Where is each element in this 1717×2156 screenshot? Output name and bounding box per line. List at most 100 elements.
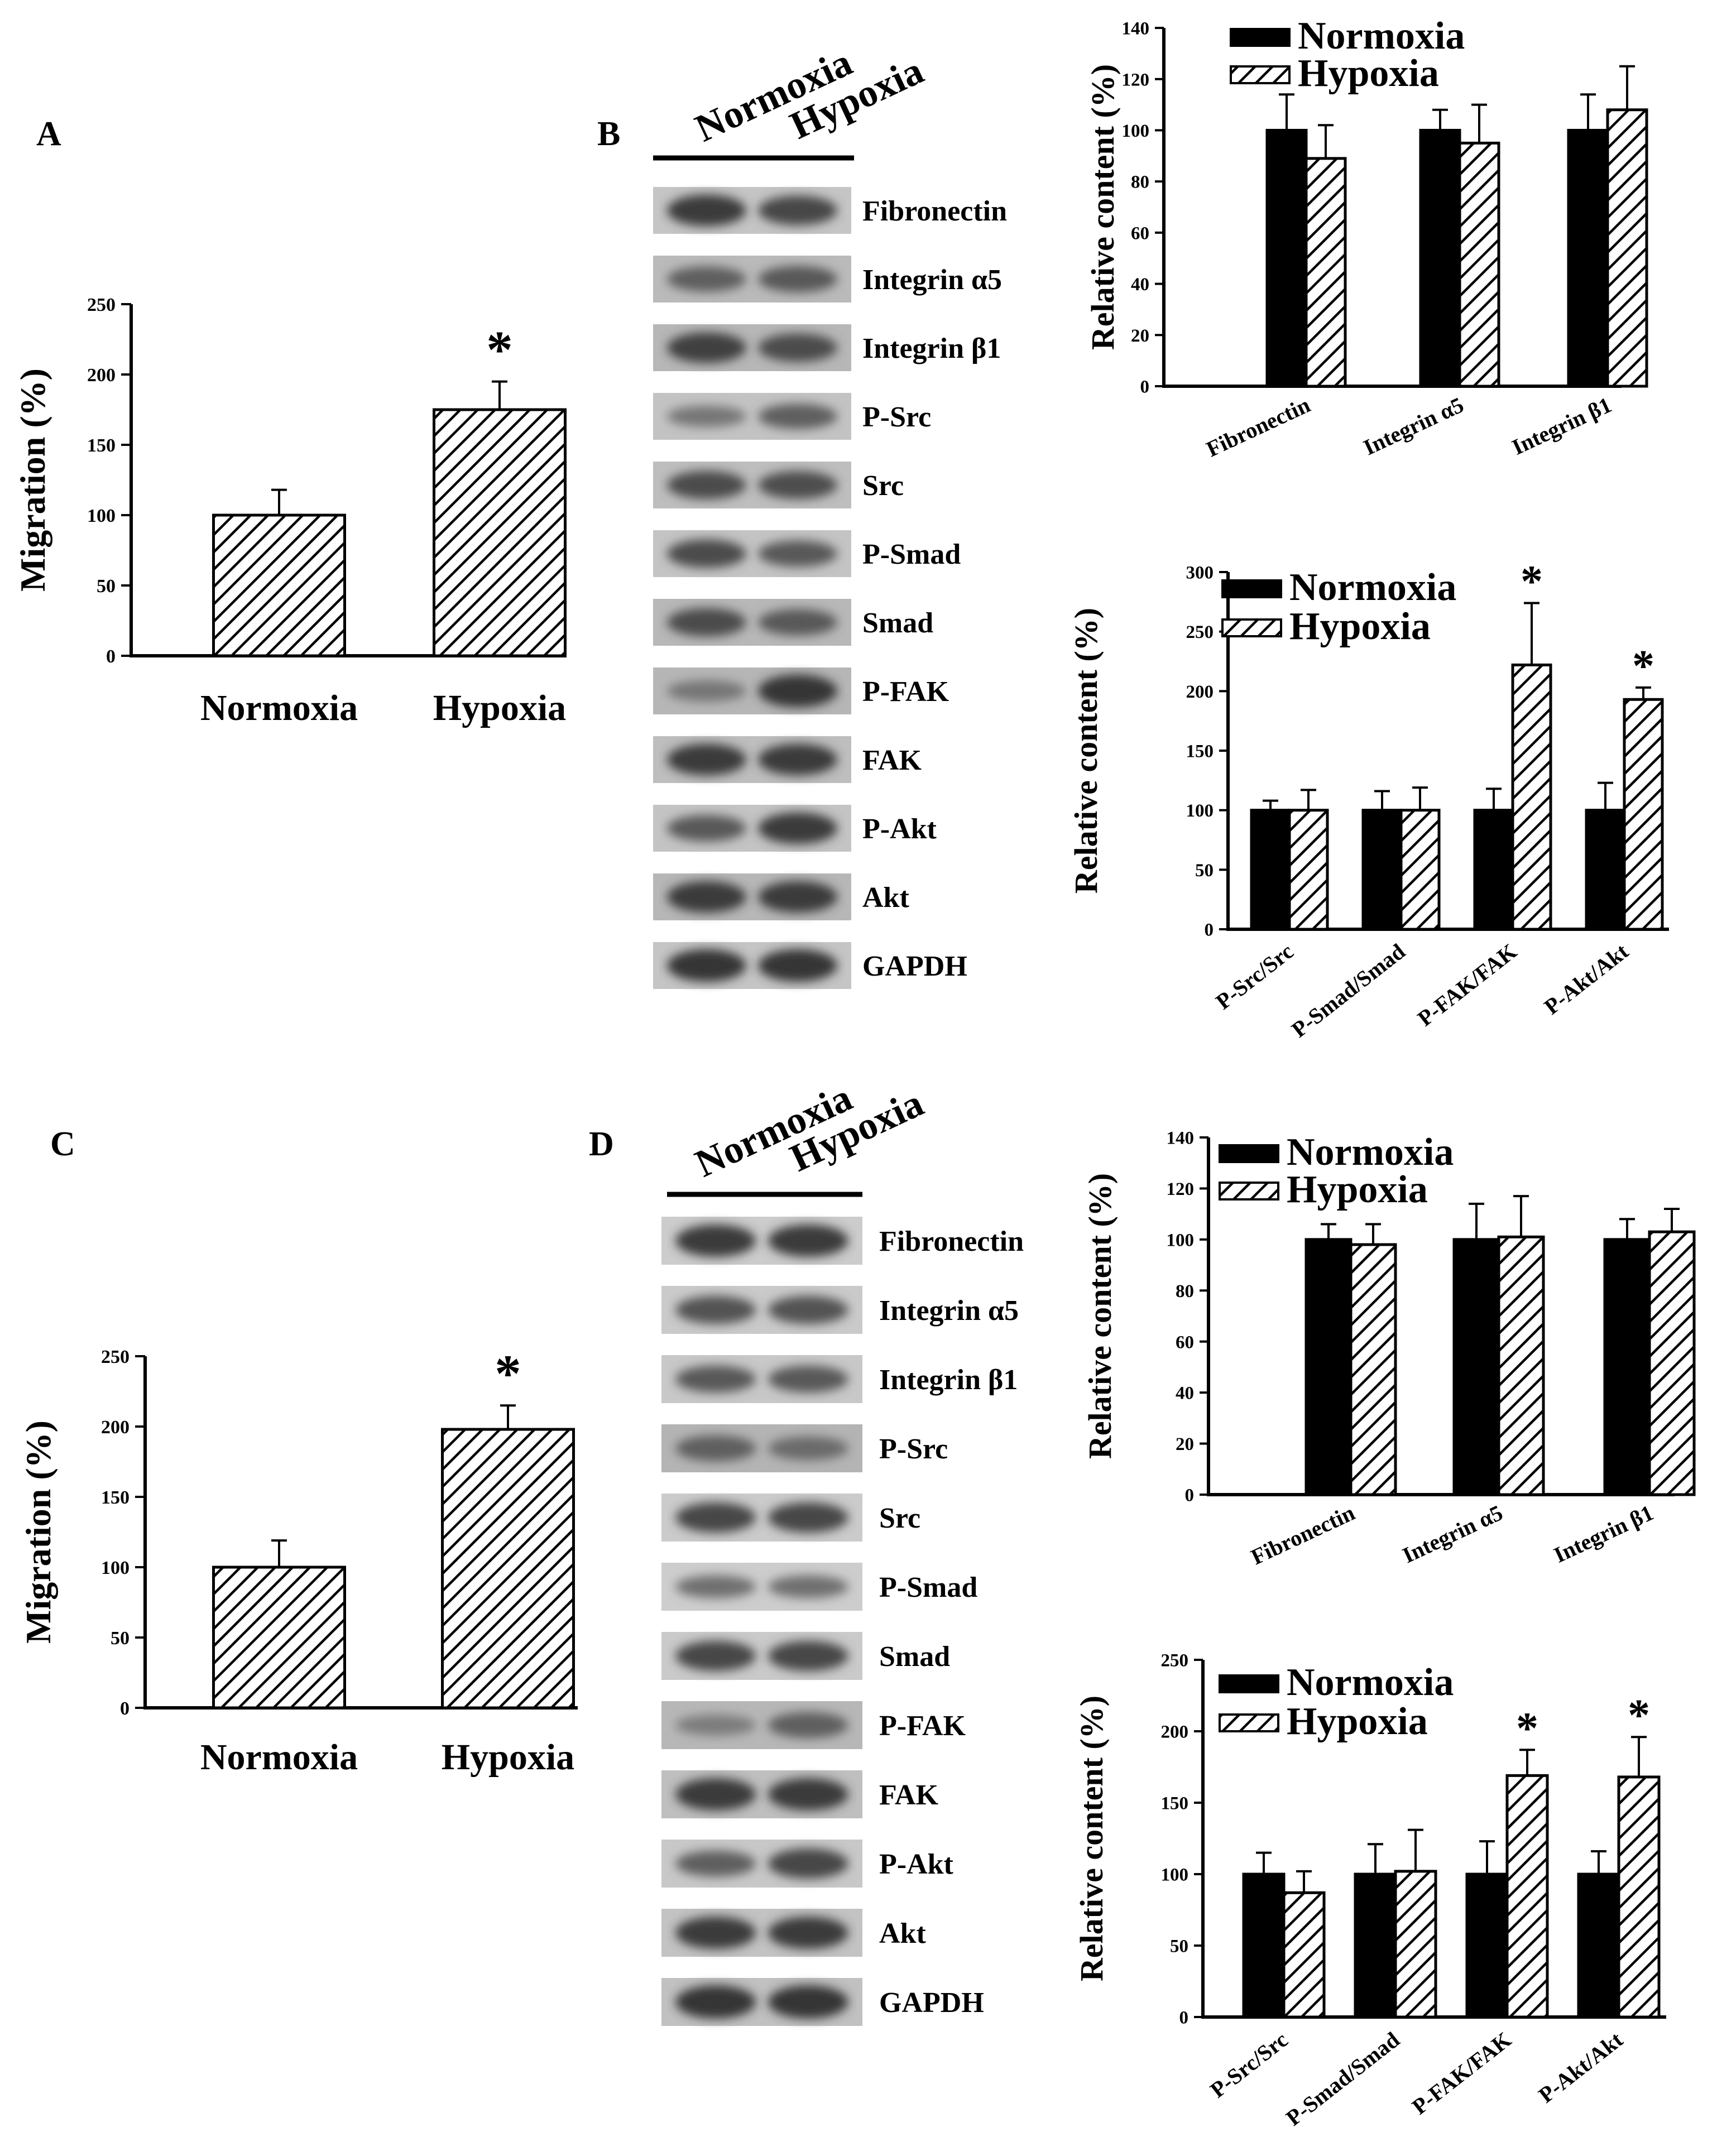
blot-band [675, 1778, 756, 1811]
category-label: P-Src/Src [1205, 2027, 1292, 2103]
blot-row-label: Smad [862, 607, 933, 639]
bar [1251, 810, 1289, 929]
blot-band [768, 1366, 848, 1393]
bar [1355, 1874, 1395, 2017]
y-tick-label: 300 [1186, 563, 1214, 583]
bar [1608, 110, 1647, 386]
bar [1454, 1240, 1499, 1495]
panel-letter-a: A [36, 115, 61, 153]
legend-swatch-normoxia [1220, 1145, 1278, 1162]
category-label: P-Akt/Akt [1534, 2027, 1628, 2107]
bar [1244, 1874, 1284, 2017]
significance-star: * [1628, 1691, 1650, 1740]
y-tick-label: 0 [1179, 2008, 1189, 2028]
blot-row-label: Integrin β1 [879, 1364, 1018, 1396]
y-tick-label: 0 [120, 1698, 130, 1719]
blot-row-label: Smad [879, 1641, 950, 1673]
blot-band [758, 540, 837, 566]
blot-row-label: Fibronectin [879, 1226, 1024, 1257]
bar [1619, 1777, 1659, 2017]
blot-row-label: Fibronectin [862, 195, 1007, 227]
blot-band [768, 1502, 848, 1533]
significance-star: * [486, 320, 513, 380]
blot-row-label: Src [862, 470, 904, 502]
blot-row-label: P-FAK [862, 676, 949, 708]
blot-d: NormoxiaHypoxiaFibronectinIntegrin α5Int… [661, 1076, 1024, 2026]
y-tick-label: 50 [1170, 1937, 1188, 1957]
legend-label-hypoxia: Hypoxia [1287, 1700, 1428, 1743]
category-label: Normoxia [200, 688, 358, 728]
blot-band [758, 471, 837, 499]
bar [1306, 159, 1345, 386]
blot-row-label: P-Src [862, 401, 931, 433]
y-tick-label: 140 [1122, 19, 1150, 39]
legend-swatch-hypoxia [1220, 1183, 1278, 1199]
blot-row-label: P-Smad [862, 539, 961, 570]
category-label: Hypoxia [433, 688, 566, 728]
blot-band [768, 1225, 848, 1257]
blot-band [667, 949, 746, 982]
blot-band [667, 608, 746, 636]
blot-band [667, 539, 746, 568]
y-tick-label: 100 [1167, 1230, 1195, 1250]
blot-band [768, 1848, 848, 1879]
bar [1467, 1874, 1507, 2017]
y-tick-label: 200 [87, 365, 116, 386]
chart-d-upper: 0 20 40 60 80 100 120 140 Relative content (%) Fi… [1082, 1129, 1694, 1570]
legend-label-normoxia: Normoxia [1287, 1661, 1454, 1704]
blot-band [667, 266, 746, 292]
panel-letter-b: B [597, 115, 620, 153]
y-axis-label: Relative content (%) [1073, 1696, 1110, 1981]
category-label: Fibronectin [1247, 1500, 1359, 1569]
category-label: P-FAK/FAK [1407, 2027, 1516, 2120]
blot-band [768, 1296, 848, 1324]
blot-band [675, 1366, 756, 1393]
blot-band [758, 266, 837, 292]
bar [214, 1567, 345, 1708]
blot-row-label: GAPDH [879, 1987, 984, 2019]
bar [1351, 1245, 1395, 1495]
category-label: P-FAK/FAK [1413, 939, 1522, 1031]
blot-band [675, 1296, 756, 1324]
chart-c-migration: 0 50 100 150 200 250 Migration (%) Normoxia Hypo… [18, 1344, 578, 1778]
bar [1401, 810, 1439, 929]
blot-band [768, 1712, 848, 1739]
blot-band [667, 406, 746, 427]
chart-a-migration: 050100150200250Migration (%)Normoxia Hypo… [13, 295, 567, 728]
y-tick-label: 250 [101, 1347, 130, 1367]
y-tick-label: 0 [106, 646, 116, 667]
blot-band [758, 333, 837, 362]
legend-swatch-normoxia [1231, 29, 1289, 46]
bar [1284, 1893, 1324, 2017]
legend-label-normoxia: Normoxia [1287, 1131, 1454, 1174]
y-tick-label: 50 [1195, 861, 1214, 881]
y-tick-label: 80 [1131, 172, 1149, 193]
y-tick-label: 60 [1131, 223, 1149, 243]
y-tick-label: 20 [1131, 326, 1149, 346]
category-label: Normoxia [200, 1737, 358, 1778]
bar [1569, 130, 1608, 386]
y-tick-label: 140 [1167, 1129, 1195, 1149]
y-tick-label: 100 [101, 1558, 130, 1578]
y-tick-label: 150 [1161, 1794, 1189, 1814]
blot-band [675, 1851, 756, 1877]
blot-band [758, 744, 837, 776]
y-tick-label: 0 [1205, 920, 1214, 940]
blot-row-label: P-Src [879, 1433, 948, 1465]
chart-b-upper: 0 20 40 60 80 100 120 140 Relative content (%) Fi… [1085, 15, 1647, 462]
blot-band [758, 404, 837, 429]
blot-row-label: Integrin α5 [879, 1295, 1019, 1327]
blot-row-label: P-Smad [879, 1572, 977, 1603]
chart-b-lower: 050100150200250300Relative content (%)P-… [1068, 557, 1669, 1042]
blot-row-label: FAK [879, 1779, 938, 1811]
y-tick-label: 80 [1176, 1281, 1194, 1302]
bar [434, 410, 565, 656]
y-tick-label: 0 [1185, 1486, 1195, 1506]
y-tick-label: 250 [1186, 622, 1214, 642]
bar [1586, 810, 1624, 929]
figure: A B C D 050100150200250Migration (%)Norm… [0, 0, 1717, 2156]
blot-row-label: P-Akt [879, 1848, 954, 1880]
y-axis-label: Relative content (%) [1068, 608, 1104, 894]
y-tick-label: 40 [1131, 275, 1149, 295]
blot-band [758, 881, 837, 913]
